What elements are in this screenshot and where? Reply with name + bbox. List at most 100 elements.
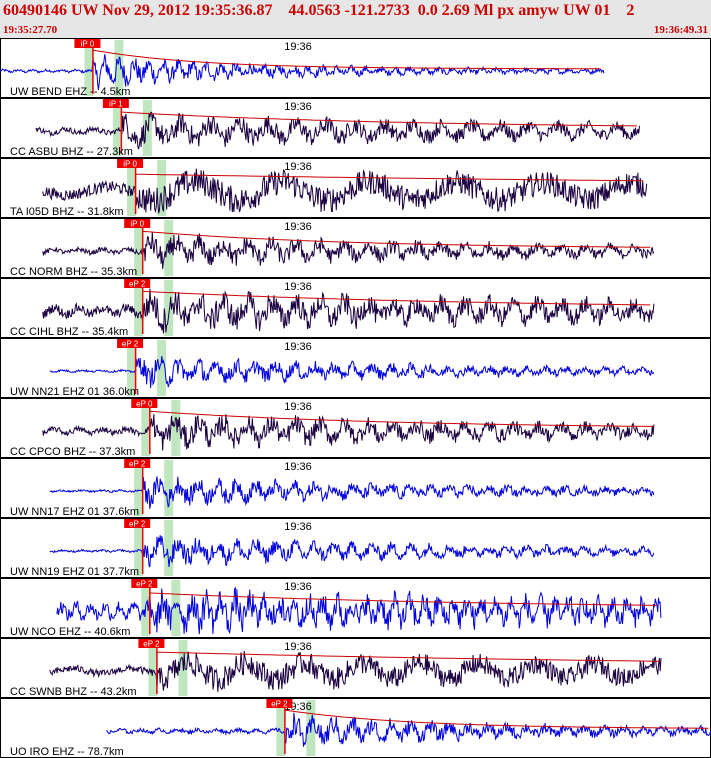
s-window [164,520,174,576]
pick-label: eP 0 [136,400,153,409]
time-tick-label: 19:36 [284,221,312,233]
s-window [157,340,167,396]
pick-label: eP 2 [271,700,288,709]
station-label: UW NN17 EHZ 01 37.6km [10,506,139,518]
coda-envelope [156,651,661,662]
p-window [141,400,151,456]
time-tick-label: 19:36 [284,101,312,113]
pick-flag [102,99,129,108]
pick-flag [124,519,151,528]
time-tick-label: 19:36 [284,341,312,353]
waveform [0,54,605,90]
p-window [127,340,137,396]
waveform [49,535,655,568]
trace-panel: 19:36 eP 0 CC CPCO BHZ -- 37.3km [0,398,711,458]
pick-label: iP 0 [81,40,95,49]
time-tick-label: 19:36 [284,461,312,473]
trace-panel: 19:36 eP 2 CC CIHL BHZ -- 35.4km [0,278,711,338]
p-window [276,700,286,756]
pick-label: iP 0 [130,220,144,229]
station-label: UW NCO EHZ -- 40.6km [10,626,130,638]
coda-envelope [142,230,651,248]
window-end-time: 19:36:49.31 [653,24,708,36]
waveform [35,111,640,150]
station-label: UW NN21 EHZ 01 36.0km [10,386,139,398]
time-tick-label: 19:36 [284,281,312,293]
p-window [148,640,158,696]
window-start-time: 19:35:27.70 [3,24,58,36]
p-window [134,460,144,516]
trace-panel: 19:36 eP 2 UW NN21 EHZ 01 36.0km [0,338,711,398]
waveform [49,356,655,389]
p-window [134,220,144,276]
time-tick-label: 19:36 [284,41,312,53]
pick-label: iP 1 [109,100,123,109]
pick-flag [124,219,151,228]
trace-panel: 19:36 eP 2 UW NCO EHZ -- 40.6km [0,578,711,638]
coda-envelope [142,290,651,306]
coda-envelope [149,410,654,427]
trace-panel: 19:36 eP 2 UW NN17 EHZ 01 37.6km [0,458,711,518]
waveform [42,168,648,214]
pick-flag [117,339,144,348]
waveform [42,231,655,270]
pick-flag [117,159,144,168]
station-label: UW NN19 EHZ 01 37.7km [10,566,139,578]
time-tick-label: 19:36 [284,401,312,413]
coda-envelope [92,49,601,70]
pick-flag [131,399,158,408]
s-window [164,460,174,516]
pick-label: iP 0 [123,160,137,169]
trace-panel: 19:36 iP 0 TA I05D BHZ -- 31.8km [0,158,711,218]
time-tick-label: 19:36 [284,641,312,653]
station-label: CC ASBU BHZ -- 27.3km [10,146,133,158]
pick-label: eP 2 [129,520,146,529]
station-label: CC CPCO BHZ -- 37.3km [10,446,135,458]
pick-label: eP 2 [129,460,146,469]
event-header: 60490146 UW Nov 29, 2012 19:35:36.87 44.… [0,0,711,38]
pick-flag [131,579,158,588]
seismogram-plot: 19:36 iP 0 UW BEND EHZ -- 4.5km 19:36 iP 1 CC… [0,38,711,758]
coda-envelope [284,709,709,729]
s-window [114,40,124,96]
station-label: CC SWNB BHZ -- 43.2km [10,686,137,698]
p-window [134,520,144,576]
pick-label: eP 2 [122,340,139,349]
pick-label: eP 2 [129,280,146,289]
waveform [49,650,662,692]
station-label: CC NORM BHZ -- 35.3km [10,266,137,278]
trace-panel: 19:36 eP 2 UW NN19 EHZ 01 37.7km [0,518,711,578]
pick-flag [124,279,151,288]
waveform [42,288,655,334]
pick-flag [74,39,101,48]
p-window [112,100,122,156]
trace-panel: 19:36 iP 0 UW BEND EHZ -- 4.5km [0,38,711,98]
event-title: 60490146 UW Nov 29, 2012 19:35:36.87 44.… [3,2,635,19]
waveform [106,712,711,747]
waveform [42,413,655,451]
trace-panel: 19:36 iP 0 CC NORM BHZ -- 35.3km [0,218,711,278]
pick-label: eP 2 [143,640,160,649]
time-tick-label: 19:36 [284,581,312,593]
pick-label: eP 2 [136,580,153,589]
station-label: UO IRO EHZ -- 78.7km [10,746,124,758]
trace-panel: 19:36 iP 1 CC ASBU BHZ -- 27.3km [0,98,711,158]
pick-flag [124,459,151,468]
station-label: TA I05D BHZ -- 31.8km [10,206,124,218]
waveform [49,476,655,509]
p-window [134,280,144,336]
coda-envelope [135,173,644,182]
pick-flag [138,639,165,648]
s-window [164,280,174,336]
trace-panel: 19:36 eP 2 CC SWNB BHZ -- 43.2km [0,638,711,698]
s-window [157,160,167,216]
p-window [127,160,137,216]
coda-envelope [120,111,637,127]
station-label: UW BEND EHZ -- 4.5km [10,86,130,98]
pick-flag [266,699,293,708]
time-tick-label: 19:36 [284,161,312,173]
time-tick-label: 19:36 [284,521,312,533]
p-window [84,40,94,96]
coda-envelope [149,592,658,606]
